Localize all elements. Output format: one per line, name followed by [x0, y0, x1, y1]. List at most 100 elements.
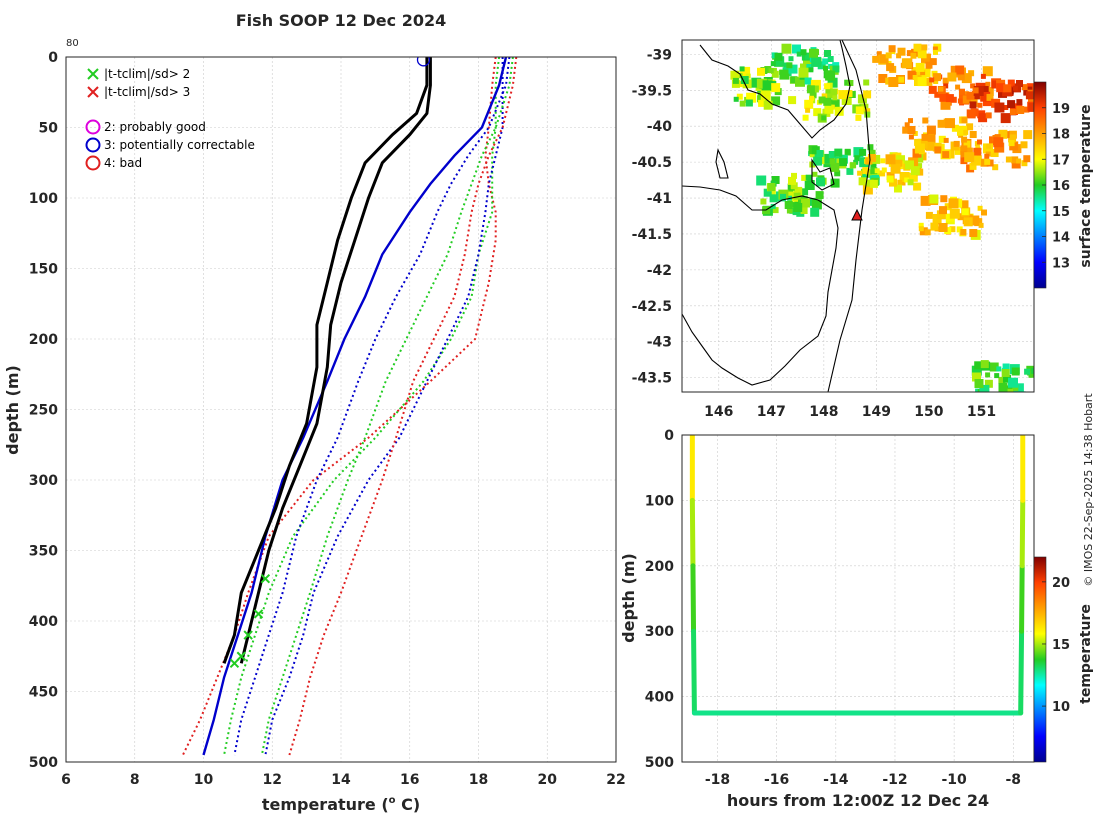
map-ytick-label: -42	[647, 263, 672, 279]
sst-pixel	[811, 146, 820, 155]
sst-pixel	[771, 176, 780, 184]
profile-series-line	[288, 57, 518, 756]
sst-pixel	[1000, 113, 1011, 124]
track-xtick-label: -14	[823, 772, 849, 788]
track-ytick-label: 400	[645, 690, 674, 706]
sst-pixel	[804, 99, 814, 109]
sst-pixel	[896, 53, 902, 59]
legend-cross-green-icon	[87, 68, 99, 80]
sst-pixel	[1008, 377, 1018, 388]
sst-pixel	[972, 372, 981, 382]
sst-pixel	[858, 177, 867, 186]
sst-pixel	[771, 96, 781, 106]
sst-pixel	[788, 64, 798, 74]
sst-pixel	[793, 203, 803, 212]
sst-pixel	[906, 50, 913, 57]
profile-series	[182, 57, 518, 756]
sst-pixel	[784, 201, 793, 209]
sst-pixel	[1024, 368, 1031, 375]
sst-pixel	[880, 158, 886, 164]
sst-pixel	[795, 76, 805, 87]
sst-pixel	[739, 100, 746, 107]
profile-ytick-label: 450	[29, 685, 58, 701]
sst-pixel	[830, 178, 840, 188]
profile-flag-circle-marker	[416, 57, 431, 67]
sst-pixel	[998, 383, 1008, 392]
sst-pixel	[770, 61, 776, 67]
sst-pixel	[978, 392, 986, 400]
sst-pixel	[1016, 99, 1023, 106]
sst-pixel	[925, 141, 935, 151]
sst-pixel	[768, 68, 774, 74]
sst-pixel	[977, 205, 983, 211]
sst-pixel	[990, 149, 999, 157]
map-sst-pixels	[730, 43, 1040, 402]
sst-pixel	[805, 174, 812, 181]
profile-legend: |t-tclim|/sd> 2 |t-tclim|/sd> 3 2: proba…	[85, 67, 255, 171]
sst-pixel	[786, 62, 793, 69]
sst-pixel	[830, 99, 840, 109]
profile-ytick-label: 0	[48, 50, 58, 66]
sst-pixel	[1014, 395, 1021, 402]
sst-pixel	[869, 179, 878, 188]
sst-pixel	[920, 195, 931, 206]
sst-pixel	[846, 167, 854, 175]
sst-pixel	[977, 102, 983, 108]
sst-pixel	[951, 124, 959, 132]
track-colorbar	[1033, 556, 1047, 763]
flinders-island	[811, 158, 835, 191]
sst-pixel	[798, 67, 809, 78]
sst-pixel	[1025, 91, 1034, 100]
sst-pixel	[1011, 156, 1019, 164]
sst-pixel	[886, 175, 894, 183]
sst-pixel	[1013, 383, 1024, 392]
sst-pixel	[940, 195, 948, 203]
sst-pixel	[1003, 385, 1014, 392]
legend-cross-red-icon	[87, 86, 99, 98]
sst-pixel	[982, 86, 989, 92]
track-segment	[1019, 497, 1026, 569]
sst-pixel	[811, 85, 819, 93]
sst-pixel	[932, 46, 938, 52]
sst-pixel	[984, 158, 991, 165]
sst-pixel	[914, 153, 924, 163]
sst-pixel	[756, 78, 767, 89]
sst-pixel	[985, 112, 992, 119]
track-ytick-label: 300	[645, 624, 674, 640]
sst-pixel	[867, 144, 874, 151]
map-ytick-label: -43	[647, 335, 672, 351]
sst-pixel	[986, 93, 994, 101]
sst-pixel	[864, 108, 871, 115]
track-colorbar-tick-label: 20	[1052, 576, 1070, 591]
sst-pixel	[1031, 392, 1040, 401]
sst-pixel	[993, 137, 1004, 148]
sst-pixel	[918, 226, 924, 232]
sst-pixel	[1011, 367, 1020, 376]
sst-pixel	[830, 162, 840, 172]
sst-pixel	[982, 66, 993, 77]
sst-pixel	[934, 91, 941, 98]
sst-pixel	[936, 210, 946, 220]
sst-pixel	[800, 63, 805, 69]
map-ytick-label: -41.5	[632, 227, 672, 243]
sst-pixel	[985, 372, 991, 378]
sst-pixel	[934, 142, 942, 150]
cast-location-triangle	[851, 208, 863, 221]
sst-pixel	[890, 163, 901, 174]
sst-pixel	[809, 91, 817, 99]
sst-pixel	[978, 222, 984, 228]
profile-xlabel: temperature (o C)	[262, 795, 420, 814]
sst-pixel	[770, 203, 776, 209]
sst-pixel	[1016, 158, 1022, 164]
sst-pixel	[924, 229, 931, 236]
map-colorbar-tick-label: 14	[1052, 231, 1070, 246]
sst-pixel	[739, 66, 745, 72]
sst-pixel	[790, 76, 798, 84]
sst-pixel	[908, 134, 914, 140]
sst-pixel	[767, 183, 776, 191]
sst-pixel	[863, 90, 872, 99]
profile-xtick-label: 20	[538, 772, 558, 788]
track-segment	[1018, 628, 1025, 716]
sst-pixel	[1007, 79, 1015, 87]
sst-pixel	[978, 113, 988, 123]
